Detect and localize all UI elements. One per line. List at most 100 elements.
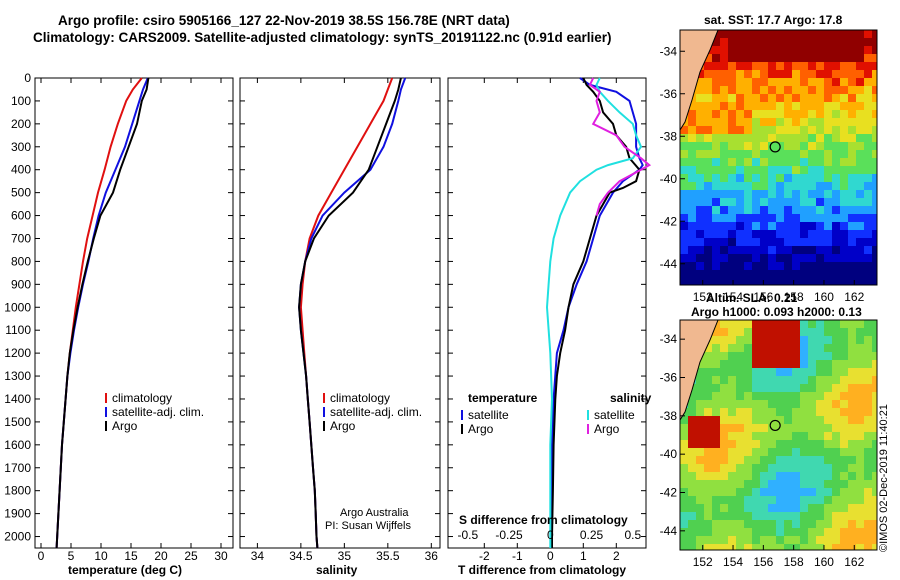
map-cell [720,262,729,271]
map-cell [816,270,825,279]
map-cell [832,126,841,135]
map-cell [808,110,817,119]
map-cell [728,70,737,79]
map-cell [848,262,857,271]
argo-position-marker [769,419,781,432]
map-cell [712,262,721,271]
map-cell [744,78,753,87]
map-cell [824,190,833,199]
map-cell [704,118,713,127]
map-cell [864,344,873,353]
map-cell [776,408,785,417]
map-cell [848,504,857,513]
map-cell [696,206,705,215]
map-cell [744,480,753,489]
map-cell [768,270,777,279]
map-cell [848,190,857,199]
map-cell [864,496,873,505]
map-cell [720,142,729,151]
map-cell [824,270,833,279]
sla-map: 152 154 156 158 160 162-34-36-38-40-42-44 [655,318,895,578]
map-cell [824,62,833,71]
map-cell [832,118,841,127]
map-cell [808,488,817,497]
map-cell [712,70,721,79]
map-cell [792,328,801,337]
map-cell [752,440,761,449]
map-cell [800,118,809,127]
map-cell [840,368,849,377]
map-cell [792,432,801,441]
map-y-tick-label: -40 [660,447,678,461]
map-cell [744,38,753,47]
map-cell [696,392,705,401]
map-cell [808,320,817,329]
map-cell [800,440,809,449]
map-cell [856,150,865,159]
map-cell [776,30,785,39]
map-cell [728,504,737,513]
map-cell [792,38,801,47]
map-cell [784,86,793,95]
map-cell [800,400,809,409]
map-cell [872,214,881,223]
map-cell [688,214,697,223]
map-cell [704,408,713,417]
map-cell [752,190,761,199]
map-cell [776,94,785,103]
map-cell [696,488,705,497]
map-cell [720,520,729,529]
map-cell [696,528,705,537]
map-cell [848,54,857,63]
map-cell [872,328,881,337]
map-cell [808,166,817,175]
map-cell [856,142,865,151]
map-cell [728,488,737,497]
map-cell [704,214,713,223]
map-cell [760,238,769,247]
map-cell [824,360,833,369]
map-cell [712,126,721,135]
map-cell [872,118,881,127]
map-cell [736,488,745,497]
map-cell [760,262,769,271]
map-cell [856,30,865,39]
map-cell [704,238,713,247]
map-cell [872,174,881,183]
map-cell [776,70,785,79]
map-cell [736,352,745,361]
map-cell [784,544,793,553]
map-cell [784,376,793,385]
map-cell [744,230,753,239]
map-cell [712,158,721,167]
map-cell [704,94,713,103]
map-cell [752,214,761,223]
map-cell [752,198,761,207]
map-cell [704,392,713,401]
map-cell [704,246,713,255]
map-cell [784,118,793,127]
map-cell [872,110,881,119]
map-margin [655,285,895,313]
map-cell [704,126,713,135]
map-margin [655,550,895,578]
map-cell [720,344,729,353]
map-cell [688,102,697,111]
map-y-tick-label: -34 [660,332,678,346]
map-cell [728,536,737,545]
map-cell [808,150,817,159]
map-cell [768,352,777,361]
map-cell [728,432,737,441]
map-cell [720,174,729,183]
map-cell [704,174,713,183]
map-cell [728,158,737,167]
map-cell [824,328,833,337]
map-cell [696,448,705,457]
map-cell [864,118,873,127]
map-cell [824,278,833,287]
map-cell [848,536,857,545]
map-cell [776,150,785,159]
map-cell [744,246,753,255]
map-cell [784,278,793,287]
map-cell [736,126,745,135]
